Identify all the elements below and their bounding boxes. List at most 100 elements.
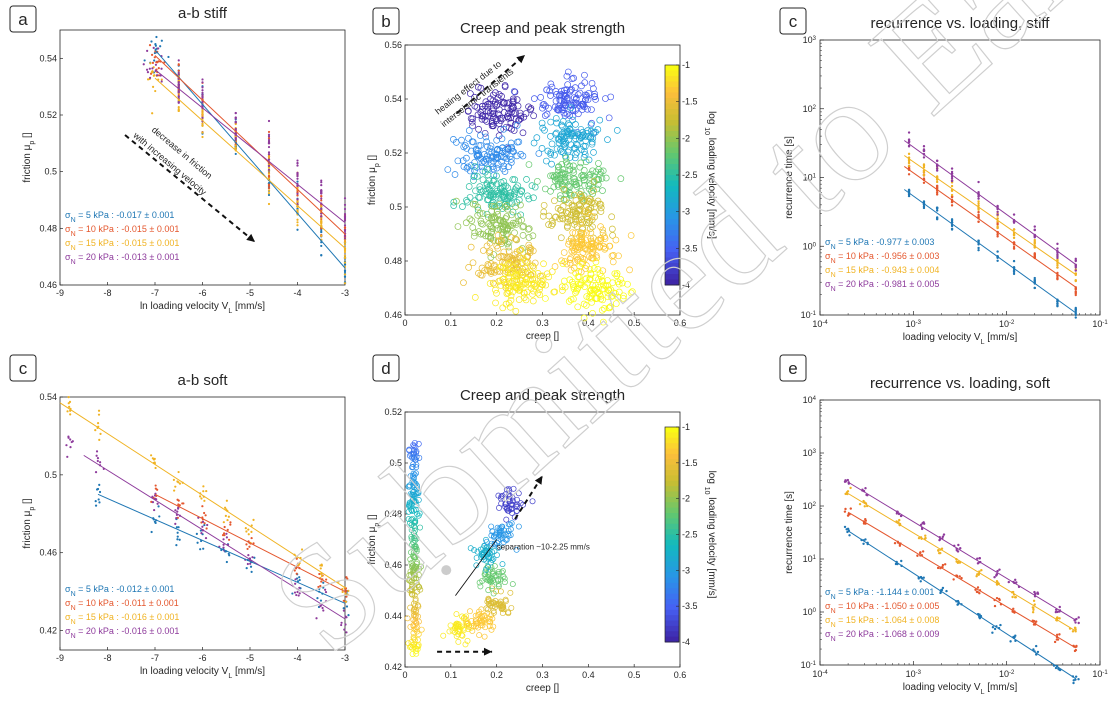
y-tick-label: 0.42 — [384, 662, 402, 672]
data-point — [502, 500, 509, 507]
data-point — [594, 176, 602, 184]
data-point — [405, 577, 412, 584]
data-point — [1031, 611, 1035, 614]
data-point — [154, 487, 157, 490]
data-point — [267, 151, 271, 154]
data-point — [471, 197, 479, 205]
fit-line — [847, 511, 1077, 649]
fit-line — [903, 189, 1077, 314]
data-point — [203, 522, 206, 525]
data-point — [1014, 634, 1017, 637]
data-point — [320, 199, 323, 202]
data-point — [582, 265, 590, 272]
x-tick-label: -9 — [56, 653, 64, 663]
data-point — [566, 217, 574, 224]
data-point — [1072, 679, 1075, 682]
data-point — [993, 627, 997, 631]
colorbar-segment — [665, 453, 679, 460]
data-point — [484, 261, 492, 268]
data-point — [865, 493, 868, 497]
data-point — [937, 549, 940, 553]
data-point — [492, 115, 500, 122]
data-point — [512, 307, 520, 315]
data-point — [519, 129, 527, 137]
data-point — [513, 236, 521, 244]
data-point — [977, 220, 980, 224]
data-point — [522, 296, 530, 304]
x-tick-label: -7 — [151, 288, 159, 298]
colorbar-segment — [665, 169, 679, 176]
colorbar-segment — [665, 65, 679, 71]
data-point — [863, 505, 866, 508]
data-point — [149, 62, 152, 65]
data-point — [536, 283, 544, 290]
data-point — [340, 623, 343, 627]
data-point — [939, 551, 942, 555]
data-point — [596, 116, 604, 124]
colorbar-segment — [665, 92, 679, 99]
data-point — [343, 249, 347, 252]
data-point — [464, 163, 472, 171]
data-point — [592, 128, 599, 136]
data-point — [97, 409, 101, 412]
data-point — [517, 201, 524, 209]
data-point — [596, 243, 604, 250]
data-point — [491, 281, 498, 288]
data-point — [559, 215, 567, 223]
data-point — [201, 116, 204, 119]
data-point — [846, 490, 850, 493]
x-tick-label: 0.1 — [445, 670, 458, 680]
colorbar-segment — [665, 142, 679, 148]
data-point — [608, 213, 616, 221]
data-point — [249, 565, 253, 568]
data-point — [586, 174, 594, 181]
data-point — [154, 89, 157, 93]
data-point — [454, 157, 462, 165]
data-point — [320, 184, 323, 187]
data-point — [558, 257, 565, 265]
data-point — [490, 251, 498, 258]
y-tick-label: 0.52 — [39, 110, 57, 120]
data-point — [485, 587, 492, 594]
data-point — [295, 572, 298, 575]
data-point — [564, 68, 572, 76]
data-point — [991, 626, 995, 629]
colorbar-segment — [665, 448, 679, 455]
data-point — [245, 543, 248, 546]
scatter-points — [444, 68, 636, 326]
data-point — [918, 551, 922, 555]
y-tick-label: 0.48 — [39, 223, 57, 233]
data-point — [151, 495, 154, 498]
data-point — [229, 521, 232, 524]
colorbar-segment — [665, 534, 679, 541]
data-point — [474, 203, 482, 211]
data-point — [577, 213, 585, 221]
data-point — [977, 214, 980, 218]
data-point — [1057, 668, 1060, 671]
data-point — [592, 282, 600, 289]
data-point — [160, 39, 163, 42]
colorbar-segment — [665, 103, 679, 110]
data-point — [175, 517, 178, 520]
data-point — [296, 228, 299, 231]
data-point — [499, 602, 506, 609]
data-point — [199, 548, 202, 551]
data-point — [547, 118, 555, 126]
data-point — [477, 84, 485, 92]
data-point — [201, 525, 204, 528]
data-point — [950, 200, 954, 204]
data-point — [517, 246, 524, 254]
data-point — [999, 623, 1002, 627]
data-point — [565, 136, 573, 143]
data-point — [919, 580, 922, 583]
data-point — [576, 263, 584, 270]
data-point — [922, 206, 926, 210]
colorbar-segment — [665, 615, 679, 621]
data-point — [935, 186, 939, 189]
data-point — [488, 585, 495, 592]
data-point — [175, 544, 178, 547]
data-point — [590, 265, 598, 272]
x-tick-label: 0.1 — [445, 318, 458, 328]
data-point — [1056, 300, 1059, 303]
data-point — [177, 100, 180, 104]
